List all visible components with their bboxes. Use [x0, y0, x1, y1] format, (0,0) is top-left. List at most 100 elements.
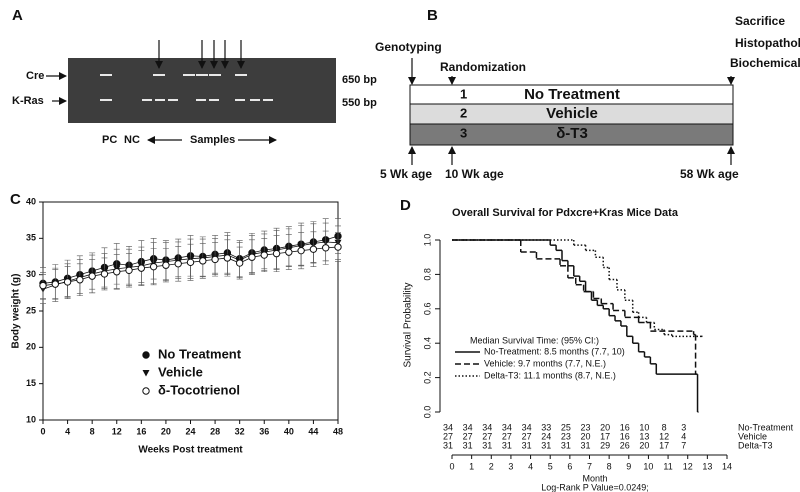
age-label: 58 Wk age — [680, 167, 739, 181]
gel-bands — [100, 74, 273, 101]
risk-count: 33 — [541, 422, 551, 432]
y-tick-label: 40 — [26, 196, 36, 206]
lane-label: NC — [124, 134, 140, 146]
y-tick-label: 0.8 — [422, 268, 432, 281]
marker — [174, 260, 182, 268]
risk-count: 12 — [659, 431, 669, 441]
y-tick-label: 1.0 — [422, 234, 432, 247]
y-tick-label: 0.2 — [422, 371, 432, 384]
marker — [322, 244, 330, 252]
x-axis-label: Month — [582, 473, 607, 483]
risk-count: 34 — [443, 422, 453, 432]
x-tick-label: 48 — [333, 426, 343, 436]
risk-row-label: Vehicle — [738, 431, 767, 441]
x-tick-label: 40 — [284, 426, 294, 436]
y-tick-label: 20 — [26, 342, 36, 352]
risk-count: 26 — [620, 440, 630, 450]
x-tick-label: 44 — [308, 426, 318, 436]
group-number: 3 — [460, 125, 467, 140]
risk-count: 20 — [600, 422, 610, 432]
x-tick-label: 6 — [567, 461, 572, 471]
group-name: δ-T3 — [556, 125, 588, 142]
risk-count: 34 — [522, 422, 532, 432]
x-tick-label: 12 — [683, 461, 693, 471]
risk-count: 34 — [463, 422, 473, 432]
marker — [51, 280, 59, 288]
marker — [137, 264, 146, 272]
marker — [297, 246, 305, 255]
marker — [125, 266, 133, 275]
step-label: Biochemical analysis — [730, 56, 800, 70]
x-tick-label: 1 — [469, 461, 474, 471]
legend-marker — [142, 387, 150, 395]
panel-label: A — [12, 7, 23, 24]
x-tick-label: 3 — [508, 461, 513, 471]
risk-count: 31 — [522, 440, 532, 450]
risk-count: 31 — [502, 440, 512, 450]
panel-a: A Cre K-Ras 650 bp 550 bp PC NC Samples — [12, 7, 377, 146]
marker — [260, 251, 268, 259]
x-tick-label: 32 — [235, 426, 245, 436]
group-number: 1 — [460, 86, 467, 101]
x-tick-label: 12 — [112, 426, 122, 436]
x-axis-label: Weeks Post treatment — [138, 445, 243, 456]
risk-count: 16 — [620, 431, 630, 441]
marker — [63, 278, 72, 286]
risk-count: 27 — [443, 431, 453, 441]
legend-label: Delta-T3: 11.1 months (8.7, N.E.) — [484, 370, 616, 380]
marker — [199, 257, 207, 265]
x-tick-label: 24 — [185, 426, 195, 436]
group-row — [409, 123, 734, 146]
legend-label: δ-Tocotrienol — [158, 382, 240, 397]
marker — [272, 249, 281, 258]
risk-row-label: No-Treatment — [738, 422, 794, 432]
step-label: Genotyping — [375, 40, 442, 54]
marker — [235, 259, 244, 267]
risk-count: 31 — [482, 440, 492, 450]
marker — [211, 255, 219, 264]
band-label: Cre — [26, 70, 44, 82]
footnote: Log-Rank P Value=0.0249; — [541, 482, 649, 492]
y-tick-label: 35 — [26, 233, 36, 243]
y-axis-label: Body weight (g) — [11, 274, 22, 349]
x-tick-label: 8 — [90, 426, 95, 436]
risk-count: 34 — [502, 422, 512, 432]
marker — [285, 248, 293, 256]
risk-count: 31 — [580, 440, 590, 450]
y-tick-label: 0.4 — [422, 337, 432, 350]
risk-count: 20 — [580, 431, 590, 441]
marker — [39, 281, 47, 290]
risk-count: 27 — [482, 431, 492, 441]
lane-label: Samples — [190, 134, 235, 146]
x-tick-label: 28 — [210, 426, 220, 436]
risk-count: 29 — [600, 440, 610, 450]
risk-count: 17 — [600, 431, 610, 441]
risk-count: 23 — [580, 422, 590, 432]
marker — [76, 276, 84, 284]
legend-label: No-Treatment: 8.5 months (7.7, 10) — [484, 346, 625, 356]
panel-label: B — [427, 7, 438, 24]
risk-count: 24 — [541, 431, 551, 441]
panel-b: B Genotyping Randomization Sacrifice His… — [375, 7, 800, 181]
x-tick-label: 9 — [626, 461, 631, 471]
x-tick-label: 7 — [587, 461, 592, 471]
x-tick-label: 4 — [528, 461, 533, 471]
risk-count: 23 — [561, 431, 571, 441]
marker — [223, 254, 232, 262]
x-tick-label: 11 — [663, 461, 672, 471]
risk-count: 10 — [639, 422, 649, 432]
risk-count: 25 — [561, 422, 571, 432]
x-tick-label: 14 — [722, 461, 732, 471]
y-tick-label: 10 — [26, 414, 36, 424]
lane-label: PC — [102, 134, 117, 146]
arrows — [408, 58, 735, 165]
marker — [162, 261, 170, 269]
risk-count: 13 — [639, 431, 649, 441]
marker — [248, 253, 256, 261]
risk-count: 17 — [659, 440, 669, 450]
marker — [309, 245, 318, 253]
y-tick-label: 25 — [26, 305, 36, 315]
y-axis-label: Survival Probability — [403, 282, 414, 367]
age-label: 10 Wk age — [445, 167, 504, 181]
